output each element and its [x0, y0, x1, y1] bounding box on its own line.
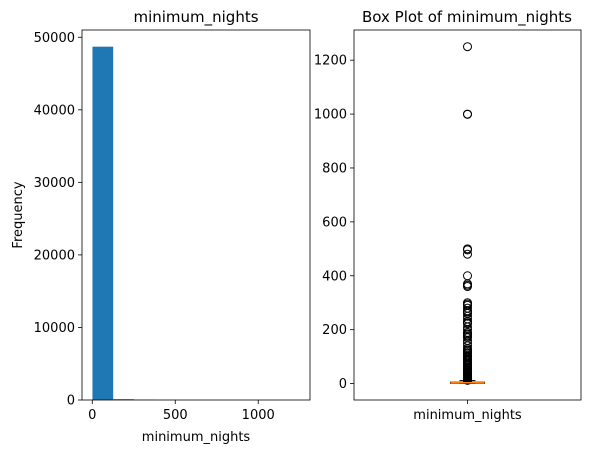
histogram-y-label: Frequency [11, 181, 26, 248]
histogram-x-label: minimum_nights [142, 430, 251, 445]
boxplot-outlier-point [463, 249, 472, 259]
histogram-y-tick-label: 50000 [34, 31, 75, 46]
histogram-y-tick-label: 20000 [34, 248, 75, 263]
boxplot-y-tick-label: 1000 [314, 108, 347, 123]
boxplot-y-tick-label: 0 [339, 377, 347, 392]
histogram-bars [92, 46, 300, 400]
boxplot-box [450, 380, 485, 384]
histogram-x-tick-label: 500 [163, 408, 188, 423]
boxplot-y-tick-label: 600 [322, 215, 347, 230]
histogram-panel: minimum_nights 0100002000030000400005000… [11, 8, 311, 445]
boxplot-outlier-point [463, 271, 472, 281]
boxplot-category-label: minimum_nights [413, 408, 522, 423]
boxplot-outlier-point [463, 245, 472, 255]
histogram-bar-0 [92, 46, 114, 400]
histogram-x-tick-label: 0 [88, 408, 96, 423]
histogram-x-tick-label: 1000 [242, 408, 275, 423]
boxplot-y-tick-label: 800 [322, 161, 347, 176]
histogram-axes-frame [81, 29, 311, 401]
histogram-y-tick-label: 40000 [34, 103, 75, 118]
histogram-y-ticks: 0 10000 20000 30000 40000 50000 [34, 31, 82, 409]
boxplot-outlier-point [463, 282, 472, 292]
boxplot-y-ticks: 0 200 400 600 800 1000 1200 [314, 54, 354, 392]
histogram-y-tick-label: 0 [67, 394, 75, 409]
boxplot-y-tick-label: 1200 [314, 54, 347, 69]
histogram-title: minimum_nights [133, 8, 258, 27]
histogram-y-tick-label: 30000 [34, 176, 75, 191]
boxplot-panel: Box Plot of minimum_nights 0 200 400 600 800… [314, 8, 582, 423]
histogram-y-tick-label: 10000 [34, 321, 75, 336]
boxplot-outlier-point [463, 319, 472, 329]
histogram-x-ticks: 0 500 1000 [88, 400, 275, 423]
boxplot-outlier-point [463, 109, 472, 119]
boxplot-y-tick-label: 400 [322, 269, 347, 284]
boxplot-y-tick-label: 200 [322, 323, 347, 338]
boxplot-title: Box Plot of minimum_nights [362, 8, 572, 27]
boxplot-outliers [463, 42, 472, 385]
boxplot-outlier-point [463, 42, 472, 52]
